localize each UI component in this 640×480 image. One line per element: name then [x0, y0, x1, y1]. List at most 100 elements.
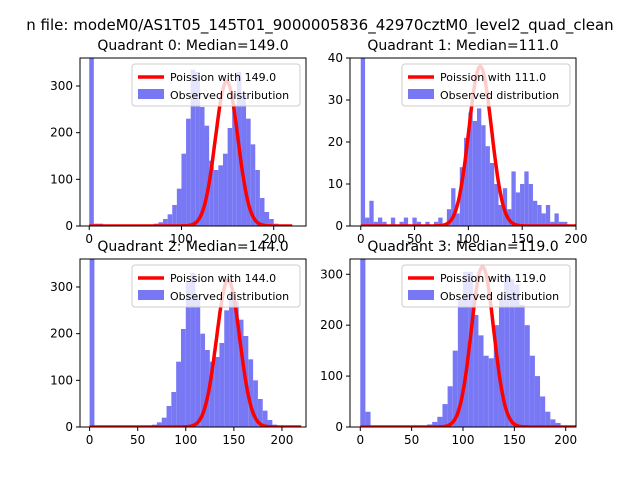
plot-area: [89, 259, 302, 427]
legend-hist-label: Observed distribution: [170, 290, 289, 303]
x-tick-label: 200: [262, 232, 285, 246]
x-tick-label: 0: [356, 433, 364, 447]
x-tick-label: 0: [357, 232, 365, 246]
hist-bar: [253, 380, 258, 427]
hist-bar: [519, 304, 525, 427]
hist-bar: [541, 213, 546, 226]
hist-bar: [481, 125, 486, 226]
quadrant-2-plot: Quadrant 2: Median=144.0 0 50 100 150 200 0 100…: [50, 239, 307, 447]
hist-bar: [504, 274, 510, 427]
y-tick-label: 0: [65, 219, 73, 233]
legend-hist-label: Observed distribution: [440, 89, 559, 102]
hist-bar: [269, 219, 274, 226]
x-tick-label: 0: [85, 232, 93, 246]
hist-bar: [488, 358, 494, 427]
hist-bar: [222, 153, 228, 226]
y-tick-label: 100: [50, 373, 73, 387]
x-tick-label: 200: [565, 232, 588, 246]
x-tick-label: 50: [130, 433, 145, 447]
hist-bar: [360, 259, 366, 427]
hist-bar: [459, 167, 465, 226]
hist-bar: [259, 198, 265, 226]
hist-bar: [545, 411, 551, 427]
hist-bar: [528, 184, 533, 226]
hist-bar: [498, 299, 505, 427]
hist-bar: [489, 163, 495, 226]
legend: Poission with 144.0 Observed distribution: [131, 264, 301, 308]
hist-bar: [545, 205, 551, 226]
y-tick-label: 0: [65, 420, 73, 434]
hist-bar: [537, 205, 542, 226]
legend: Poission with 119.0 Observed distribution: [401, 264, 571, 308]
hist-bar: [493, 325, 499, 427]
hist-bar: [250, 144, 256, 226]
hist-bar: [558, 221, 564, 226]
legend-box: [401, 63, 571, 107]
hist-bar: [457, 299, 463, 427]
hist-bar: [382, 221, 387, 226]
quadrant-1-title: Quadrant 1: Median=111.0: [367, 38, 558, 54]
hist-bar: [213, 170, 219, 226]
hist-bar: [438, 217, 443, 226]
hist-bar: [514, 284, 520, 427]
hist-bar: [171, 392, 177, 427]
hist-bar: [464, 137, 469, 226]
hist-bar: [214, 357, 220, 427]
hist-bar: [156, 422, 162, 427]
quadrant-0-title: Quadrant 0: Median=149.0: [97, 38, 288, 54]
x-tick-label: 50: [407, 232, 422, 246]
hist-bar: [241, 95, 247, 226]
x-tick-label: 0: [86, 433, 94, 447]
hist-bar: [494, 184, 499, 226]
hist-bar: [478, 335, 484, 427]
hist-bar: [529, 355, 535, 427]
hist-bar: [563, 221, 568, 226]
quadrant-0-plot: Quadrant 0: Median=149.0 0 100 200 0 100 200 30…: [50, 38, 307, 246]
hist-bar: [463, 271, 469, 427]
hist-bar: [483, 355, 489, 427]
hist-bar: [255, 170, 260, 226]
legend-fit-label: Poission with 144.0: [170, 272, 276, 285]
hist-bar: [180, 329, 186, 427]
hist-bar: [176, 361, 181, 427]
legend-box: [131, 63, 301, 107]
hist-bar: [219, 343, 225, 427]
hist-bar: [195, 296, 201, 427]
y-tick-label: 30: [328, 93, 343, 107]
hist-bar: [540, 396, 546, 427]
axes-frame: [79, 57, 307, 227]
hist-bar: [233, 301, 239, 427]
legend-hist-swatch: [408, 290, 434, 300]
legend-hist-swatch: [408, 89, 434, 99]
hist-bar: [532, 200, 538, 226]
x-tick-label: 150: [222, 433, 245, 447]
poisson-fit-line: [360, 264, 576, 427]
y-tick-label: 300: [50, 79, 73, 93]
hist-bar: [218, 165, 223, 226]
y-tick-label: 0: [335, 420, 343, 434]
hist-bar: [163, 219, 168, 226]
hist-bar: [399, 221, 404, 226]
hist-bar: [433, 221, 439, 226]
hist-bar: [472, 121, 477, 226]
y-tick-label: 200: [320, 318, 343, 332]
hist-bar: [166, 406, 172, 427]
plot-area: [89, 58, 293, 226]
hist-bar: [200, 333, 206, 427]
hist-bar: [195, 72, 200, 226]
poisson-fit-line: [360, 64, 576, 226]
axes-frame: [79, 258, 307, 428]
legend-fit-label: Poission with 119.0: [440, 272, 546, 285]
legend-hist-swatch: [138, 89, 164, 99]
hist-bar: [476, 108, 482, 226]
hist-bar: [224, 310, 230, 427]
hist-bar: [520, 184, 525, 226]
poisson-fit-line: [89, 79, 293, 226]
hist-bar: [181, 153, 187, 226]
hist-bar: [451, 188, 456, 226]
hist-bar: [447, 386, 453, 427]
hist-bar: [204, 125, 210, 226]
hist-bar: [473, 315, 479, 427]
legend-hist-label: Observed distribution: [170, 89, 289, 102]
